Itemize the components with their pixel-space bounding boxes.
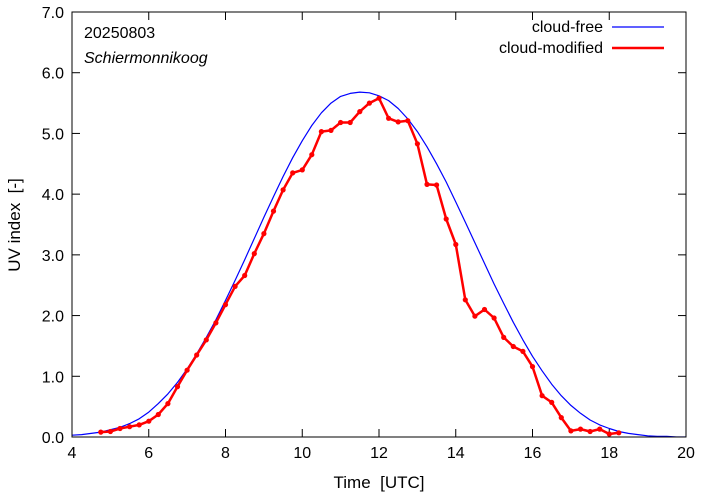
data-point-cloud-modified — [539, 393, 545, 399]
data-point-cloud-modified — [405, 118, 411, 124]
data-point-cloud-modified — [472, 313, 478, 319]
data-point-cloud-modified — [309, 152, 315, 158]
plot-frame — [71, 11, 687, 438]
x-tick-label: 4 — [68, 445, 77, 462]
x-tick-label: 12 — [370, 445, 388, 462]
data-point-cloud-modified — [347, 119, 353, 126]
data-point-cloud-modified — [251, 251, 257, 257]
data-point-cloud-modified — [184, 367, 190, 373]
data-point-cloud-modified — [107, 428, 113, 435]
data-point-cloud-modified — [232, 283, 238, 289]
data-point-cloud-modified — [597, 426, 603, 432]
data-point-cloud-modified — [386, 115, 392, 121]
data-point-cloud-modified — [481, 306, 488, 313]
x-tick-label: 20 — [677, 445, 695, 462]
y-tick-label: 7.0 — [42, 5, 64, 22]
data-point-cloud-modified — [395, 119, 401, 125]
data-point-cloud-modified — [155, 411, 161, 418]
data-point-cloud-modified — [98, 429, 104, 435]
x-tick-label: 8 — [221, 445, 230, 462]
data-point-cloud-modified — [357, 109, 363, 115]
data-point-cloud-modified — [270, 208, 277, 214]
data-point-cloud-modified — [568, 428, 574, 434]
data-point-cloud-modified — [501, 334, 507, 340]
data-point-cloud-modified — [174, 384, 181, 390]
data-point-cloud-modified — [424, 181, 430, 187]
x-tick-label: 6 — [144, 445, 153, 462]
legend-label-cloud-modified: cloud-modified — [499, 40, 603, 57]
data-point-cloud-modified — [462, 297, 468, 303]
data-point-cloud-modified — [338, 119, 344, 126]
date-label: 20250803 — [84, 25, 155, 42]
data-point-cloud-modified — [290, 170, 296, 176]
data-point-cloud-modified — [443, 216, 449, 222]
y-axis-label: UV index [-] — [5, 178, 24, 272]
data-point-cloud-modified — [328, 127, 334, 133]
x-tick-label: 18 — [600, 445, 618, 462]
x-tick-label: 16 — [524, 445, 542, 462]
data-point-cloud-modified — [529, 364, 536, 370]
data-point-cloud-modified — [453, 241, 459, 248]
location-label: Schiermonnikoog — [84, 50, 208, 67]
y-tick-label: 1.0 — [42, 369, 64, 386]
y-tick-label: 3.0 — [42, 248, 64, 265]
data-point-cloud-modified — [587, 428, 593, 435]
legend-label-cloud-free: cloud-free — [532, 19, 603, 36]
x-tick-label: 14 — [447, 445, 465, 462]
data-point-cloud-modified — [165, 401, 171, 407]
y-tick-label: 2.0 — [42, 309, 64, 326]
data-point-cloud-modified — [616, 430, 622, 436]
data-point-cloud-modified — [222, 302, 229, 308]
y-tick-label: 0.0 — [42, 430, 64, 447]
data-point-cloud-modified — [520, 348, 526, 354]
x-axis-label: Time [UTC] — [334, 473, 425, 492]
y-tick-label: 6.0 — [42, 66, 64, 83]
data-point-cloud-modified — [376, 95, 382, 101]
data-point-cloud-modified — [127, 424, 133, 430]
data-point-cloud-modified — [136, 422, 142, 428]
data-point-cloud-modified — [203, 337, 209, 343]
data-point-cloud-modified — [194, 352, 200, 358]
data-point-cloud-modified — [491, 315, 497, 321]
data-point-cloud-modified — [510, 343, 516, 350]
data-point-cloud-modified — [299, 167, 305, 173]
x-tick-label: 10 — [293, 445, 311, 462]
data-point-cloud-modified — [213, 320, 219, 326]
data-point-cloud-modified — [414, 141, 420, 147]
data-point-cloud-modified — [549, 399, 555, 405]
data-point-cloud-modified — [577, 426, 584, 432]
data-point-cloud-modified — [261, 231, 267, 237]
data-point-cloud-modified — [117, 425, 123, 432]
data-point-cloud-modified — [558, 415, 564, 421]
data-point-cloud-modified — [434, 182, 440, 188]
y-tick-label: 4.0 — [42, 187, 64, 204]
data-point-cloud-modified — [280, 187, 286, 193]
data-point-cloud-modified — [606, 431, 612, 437]
data-point-cloud-modified — [318, 129, 324, 135]
data-point-cloud-modified — [146, 418, 152, 424]
data-point-cloud-modified — [242, 272, 248, 279]
y-tick-label: 5.0 — [42, 126, 64, 143]
data-point-cloud-modified — [366, 100, 372, 106]
